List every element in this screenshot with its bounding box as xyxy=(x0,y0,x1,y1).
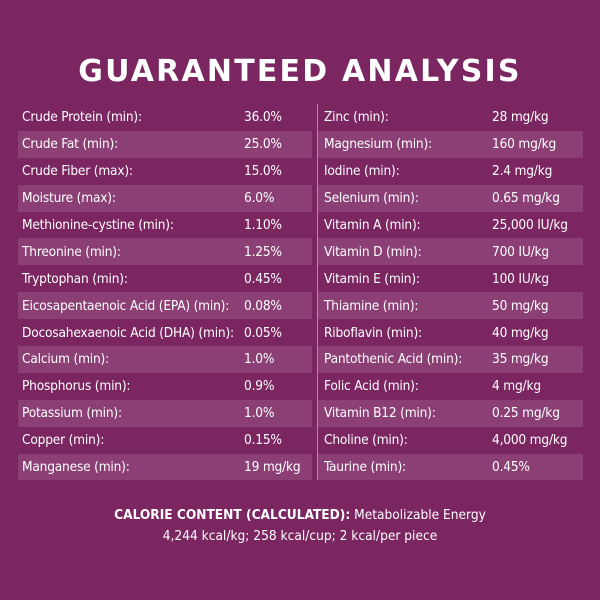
analysis-table-right: Zinc (min): 28 mg/kg Magnesium (min): 160 … xyxy=(317,104,583,481)
nutrient-value: 700 IU/kg xyxy=(492,243,549,260)
nutrient-label: Phosphorus (min): xyxy=(22,378,131,395)
nutrient-value: 0.25 mg/kg xyxy=(492,405,560,422)
table-row: Threonine (min): 1.25% xyxy=(18,238,312,266)
table-row: Magnesium (min): 160 mg/kg xyxy=(318,130,583,158)
nutrient-value: 2.4 mg/kg xyxy=(492,163,553,180)
nutrient-label: Manganese (min): xyxy=(22,459,130,476)
nutrient-value: 1.0% xyxy=(244,351,275,368)
nutrient-value: 25,000 IU/kg xyxy=(492,217,568,233)
table-row: Manganese (min): 19 mg/kg xyxy=(18,453,312,481)
table-row: Docosahexaenoic Acid (DHA) (min): 0.05% xyxy=(18,319,312,346)
table-row: Moisture (max): 6.0% xyxy=(18,184,312,212)
nutrient-label: Pantothenic Acid (min): xyxy=(324,351,463,368)
calorie-content: CALORIE CONTENT (CALCULATED): Metaboliza… xyxy=(0,505,600,547)
table-row: Zinc (min): 28 mg/kg xyxy=(318,104,583,131)
nutrient-value: 1.25% xyxy=(244,243,282,260)
table-row: Vitamin D (min): 700 IU/kg xyxy=(318,238,583,266)
table-row: Methionine-cystine (min): 1.10% xyxy=(18,212,312,239)
table-row: Selenium (min): 0.65 mg/kg xyxy=(318,184,583,212)
nutrient-value: 40 mg/kg xyxy=(492,324,549,341)
nutrient-label: Vitamin E (min): xyxy=(324,270,420,287)
nutrient-label: Tryptophan (min): xyxy=(22,270,128,287)
table-row: Potassium (min): 1.0% xyxy=(18,399,312,427)
table-row: Crude Fiber (max): 15.0% xyxy=(18,158,312,185)
table-row: Iodine (min): 2.4 mg/kg xyxy=(318,158,583,185)
nutrient-value: 4 mg/kg xyxy=(492,378,541,395)
nutrient-label: Methionine-cystine (min): xyxy=(22,217,174,233)
nutrient-label: Thiamine (min): xyxy=(324,297,419,314)
nutrient-label: Moisture (max): xyxy=(22,190,116,207)
table-row: Choline (min): 4,000 mg/kg xyxy=(318,427,583,454)
nutrient-label: Selenium (min): xyxy=(324,190,419,207)
table-row: Tryptophan (min): 0.45% xyxy=(18,265,312,292)
nutrient-label: Taurine (min): xyxy=(324,459,406,476)
nutrient-label: Threonine (min): xyxy=(22,243,121,260)
table-row: Calcium (min): 1.0% xyxy=(18,346,312,373)
nutrient-label: Choline (min): xyxy=(324,432,408,449)
nutrient-value: 1.0% xyxy=(244,405,275,422)
nutrient-label: Magnesium (min): xyxy=(324,136,432,153)
nutrient-label: Vitamin B12 (min): xyxy=(324,405,436,422)
nutrient-value: 0.45% xyxy=(492,459,530,476)
nutrient-value: 36.0% xyxy=(244,109,282,126)
table-row: Eicosapentaenoic Acid (EPA) (min): 0.08% xyxy=(18,292,312,320)
nutrient-label: Eicosapentaenoic Acid (EPA) (min): xyxy=(22,297,230,314)
nutrient-label: Copper (min): xyxy=(22,432,105,449)
nutrient-label: Iodine (min): xyxy=(324,163,400,180)
calorie-line-1: CALORIE CONTENT (CALCULATED): Metaboliza… xyxy=(0,505,600,526)
table-row: Phosphorus (min): 0.9% xyxy=(18,373,312,400)
nutrient-value: 35 mg/kg xyxy=(492,351,549,368)
nutrient-value: 0.05% xyxy=(244,324,282,341)
nutrient-label: Docosahexaenoic Acid (DHA) (min): xyxy=(22,324,234,341)
nutrient-label: Vitamin A (min): xyxy=(324,217,421,233)
nutrient-value: 6.0% xyxy=(244,190,275,207)
calorie-heading: CALORIE CONTENT (CALCULATED): xyxy=(114,507,351,523)
nutrient-value: 4,000 mg/kg xyxy=(492,432,568,449)
nutrient-label: Potassium (min): xyxy=(22,405,122,422)
nutrient-label: Crude Protein (min): xyxy=(22,109,142,126)
table-row: Vitamin E (min): 100 IU/kg xyxy=(318,265,583,292)
nutrient-value: 0.65 mg/kg xyxy=(492,190,560,207)
nutrient-value: 0.08% xyxy=(244,297,282,314)
table-row: Crude Fat (min): 25.0% xyxy=(18,130,312,158)
nutrient-value: 1.10% xyxy=(244,217,282,233)
calorie-energy-label: Metabolizable Energy xyxy=(354,507,486,523)
nutrient-value: 100 IU/kg xyxy=(492,270,549,287)
nutrient-label: Crude Fat (min): xyxy=(22,136,118,153)
table-row: Thiamine (min): 50 mg/kg xyxy=(318,292,583,320)
table-row: Taurine (min): 0.45% xyxy=(318,453,583,481)
nutrient-label: Zinc (min): xyxy=(324,109,389,126)
table-row: Pantothenic Acid (min): 35 mg/kg xyxy=(318,346,583,373)
nutrient-label: Folic Acid (min): xyxy=(324,378,419,395)
table-row: Crude Protein (min): 36.0% xyxy=(18,104,312,131)
nutrient-value: 15.0% xyxy=(244,163,282,180)
nutrient-value: 50 mg/kg xyxy=(492,297,549,314)
nutrient-value: 25.0% xyxy=(244,136,282,153)
page-title: GUARANTEED ANALYSIS xyxy=(78,54,522,89)
calorie-line-2: 4,244 kcal/kg; 258 kcal/cup; 2 kcal/per … xyxy=(162,528,438,544)
nutrient-value: 0.15% xyxy=(244,432,282,449)
nutrient-label: Crude Fiber (max): xyxy=(22,163,133,180)
analysis-table-left: Crude Protein (min): 36.0% Crude Fat (min… xyxy=(18,104,312,481)
nutrient-label: Vitamin D (min): xyxy=(324,243,422,260)
table-row: Folic Acid (min): 4 mg/kg xyxy=(318,373,583,400)
table-row: Vitamin A (min): 25,000 IU/kg xyxy=(318,212,583,239)
table-row: Riboflavin (min): 40 mg/kg xyxy=(318,319,583,346)
nutrient-value: 0.45% xyxy=(244,270,282,287)
nutrient-label: Riboflavin (min): xyxy=(324,324,422,341)
nutrient-value: 160 mg/kg xyxy=(492,136,557,153)
table-row: Copper (min): 0.15% xyxy=(18,427,312,454)
table-row: Vitamin B12 (min): 0.25 mg/kg xyxy=(318,399,583,427)
nutrient-value: 0.9% xyxy=(244,378,275,395)
nutrient-value: 28 mg/kg xyxy=(492,109,549,126)
nutrient-value: 19 mg/kg xyxy=(244,459,301,476)
nutrient-label: Calcium (min): xyxy=(22,351,110,368)
